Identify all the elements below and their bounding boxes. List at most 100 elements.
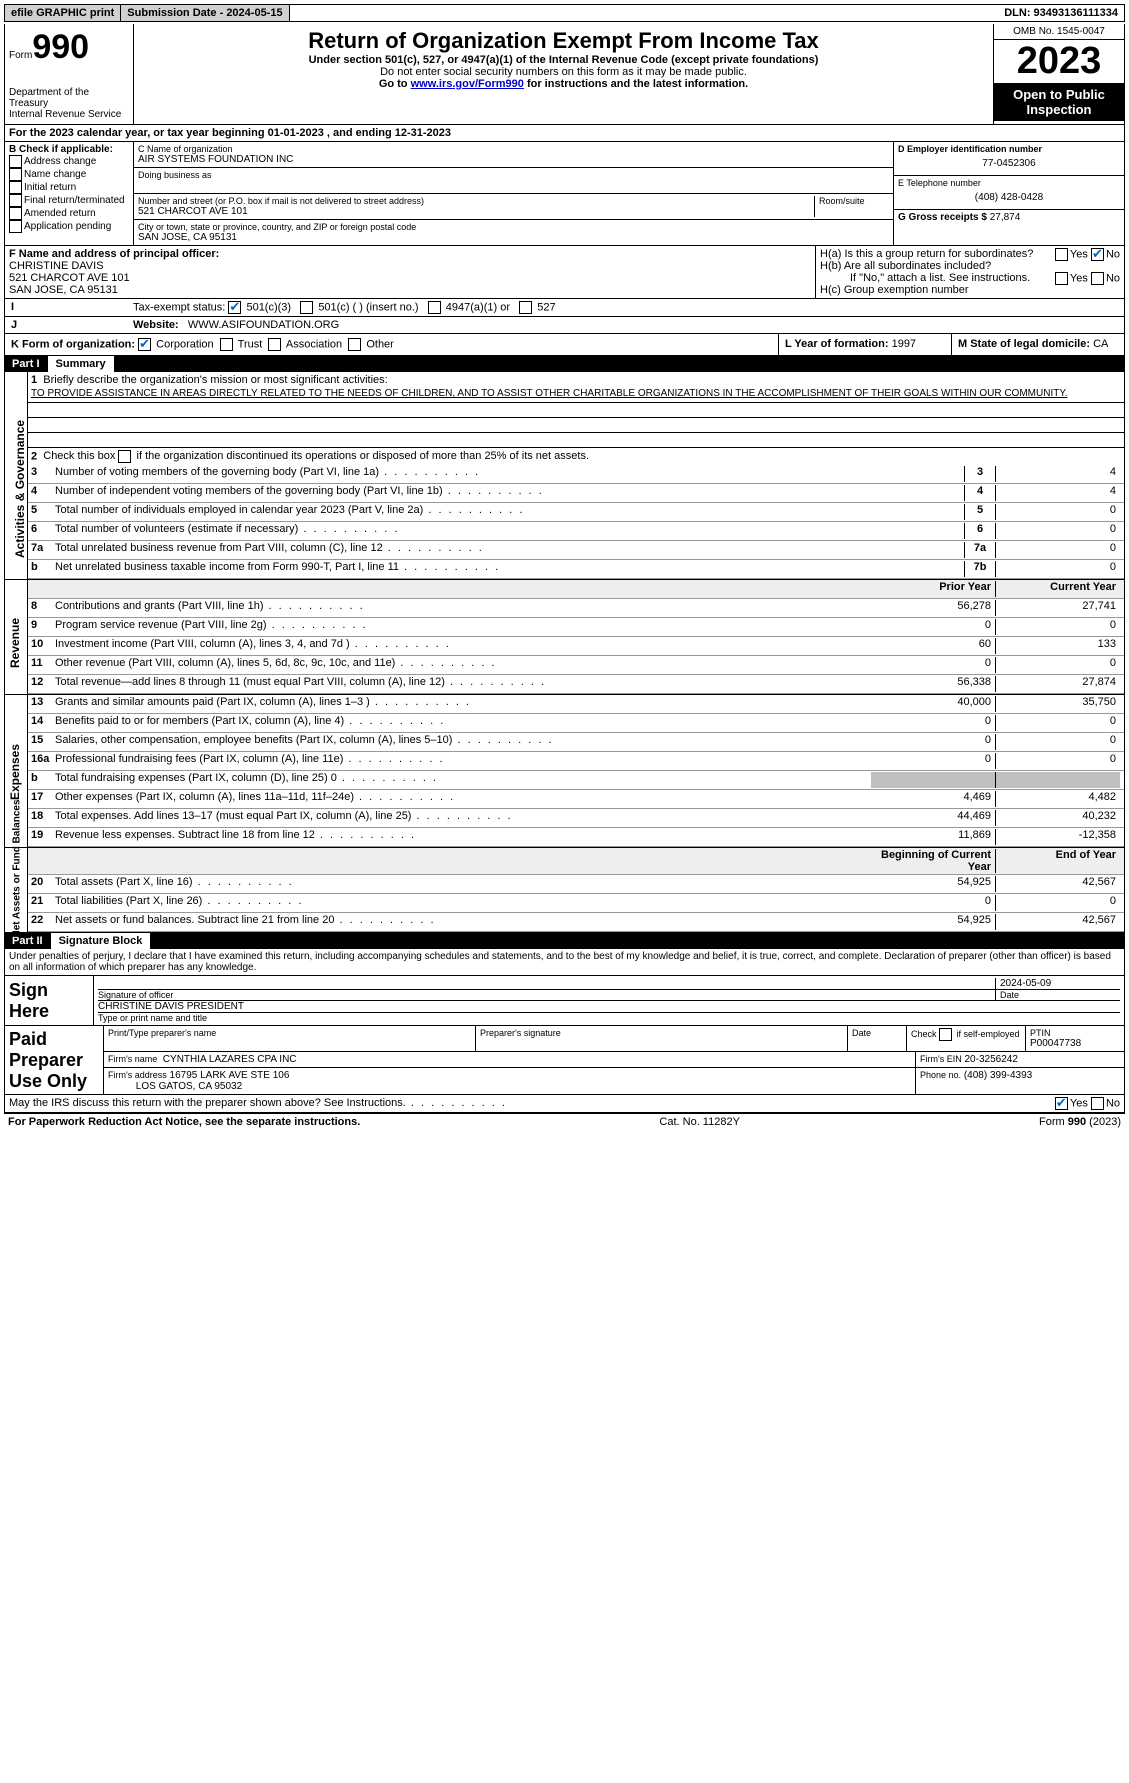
topbar: efile GRAPHIC print Submission Date - 20… — [4, 4, 1125, 22]
org-address: 521 CHARCOT AVE 101 — [138, 206, 810, 217]
c-name-lbl: C Name of organization — [138, 144, 889, 154]
lbl-final-return: Final return/terminated — [24, 195, 125, 206]
summary-row: bNet unrelated business taxable income f… — [27, 560, 1124, 579]
summary-row: bTotal fundraising expenses (Part IX, co… — [27, 771, 1124, 790]
cb-4947[interactable] — [428, 301, 441, 314]
cb-initial-return[interactable] — [9, 181, 22, 194]
cb-self-emp[interactable] — [939, 1028, 952, 1041]
hb-no: No — [1106, 272, 1120, 284]
prep-name-lbl: Print/Type preparer's name — [104, 1026, 475, 1051]
section-fh: F Name and address of principal officer:… — [4, 246, 1125, 299]
officer-addr1: 521 CHARCOT AVE 101 — [9, 272, 811, 284]
summary-row: 4Number of independent voting members of… — [27, 484, 1124, 503]
sign-here-lbl: Sign Here — [5, 976, 94, 1025]
cb-line2[interactable] — [118, 450, 131, 463]
prep-date-lbl: Date — [847, 1026, 906, 1051]
sig-officer-lbl: Signature of officer — [98, 990, 995, 1000]
cb-discuss-no[interactable] — [1091, 1097, 1104, 1110]
cb-hb-yes[interactable] — [1055, 272, 1068, 285]
discuss-yes: Yes — [1070, 1097, 1088, 1109]
website-value: WWW.ASIFOUNDATION.ORG — [188, 319, 339, 331]
open-public: Open to Public Inspection — [994, 83, 1124, 121]
cb-address-change[interactable] — [9, 155, 22, 168]
cb-hb-no[interactable] — [1091, 272, 1104, 285]
summary-row: 14Benefits paid to or for members (Part … — [27, 714, 1124, 733]
i-lbl: Tax-exempt status: — [133, 301, 225, 313]
hdr-boy: Beginning of Current Year — [871, 849, 995, 873]
sig-date: 2024-05-09 — [995, 978, 1120, 989]
irs-link[interactable]: www.irs.gov/Form990 — [411, 78, 524, 90]
firm-name: CYNTHIA LAZARES CPA INC — [163, 1054, 297, 1065]
summary-row: 12Total revenue—add lines 8 through 11 (… — [27, 675, 1124, 694]
summary-row: 7aTotal unrelated business revenue from … — [27, 541, 1124, 560]
firm-ein: 20-3256242 — [965, 1054, 1018, 1065]
summary-row: 18Total expenses. Add lines 13–17 (must … — [27, 809, 1124, 828]
summary-row: 21Total liabilities (Part X, line 26)00 — [27, 894, 1124, 913]
cb-ha-yes[interactable] — [1055, 248, 1068, 261]
ein-lbl: D Employer identification number — [898, 144, 1120, 154]
discuss-text: May the IRS discuss this return with the… — [9, 1097, 1055, 1110]
l-val: 1997 — [892, 338, 916, 350]
rev-section: Revenue Prior YearCurrent Year 8Contribu… — [4, 580, 1125, 695]
form-header: Form990 Department of the Treasury Inter… — [4, 24, 1125, 125]
gross-value: 27,874 — [990, 212, 1021, 223]
o-trust: Trust — [238, 338, 263, 350]
cb-527[interactable] — [519, 301, 532, 314]
ptin-lbl: PTIN — [1030, 1028, 1120, 1038]
lbl-address-change: Address change — [24, 156, 96, 167]
dba-lbl: Doing business as — [138, 170, 889, 180]
cb-ha-no[interactable] — [1091, 248, 1104, 261]
firm-phone-lbl: Phone no. — [920, 1070, 961, 1080]
cb-501c3[interactable] — [228, 301, 241, 314]
cb-corp[interactable] — [138, 338, 151, 351]
ein-value: 77-0452306 — [898, 154, 1120, 173]
summary-row: 17Other expenses (Part IX, column (A), l… — [27, 790, 1124, 809]
side-rev: Revenue — [8, 608, 22, 668]
prep-sig-lbl: Preparer's signature — [475, 1026, 847, 1051]
submission-date: Submission Date - 2024-05-15 — [121, 5, 289, 21]
row-j: J Website: WWW.ASIFOUNDATION.ORG — [4, 317, 1125, 334]
form-number: 990 — [32, 28, 89, 66]
form-label-footer: Form 990 (2023) — [1039, 1116, 1121, 1128]
cb-assoc[interactable] — [268, 338, 281, 351]
officer-sig-name: CHRISTINE DAVIS PRESIDENT — [98, 1001, 1120, 1013]
summary-row: 16aProfessional fundraising fees (Part I… — [27, 752, 1124, 771]
o-501c3: 501(c)(3) — [246, 301, 291, 313]
officer-name: CHRISTINE DAVIS — [9, 260, 811, 272]
cb-amended[interactable] — [9, 207, 22, 220]
cb-trust[interactable] — [220, 338, 233, 351]
dln: DLN: 93493136111334 — [998, 5, 1124, 21]
addr-lbl: Number and street (or P.O. box if mail i… — [138, 196, 810, 206]
cb-501c[interactable] — [300, 301, 313, 314]
phone-lbl: E Telephone number — [898, 178, 1120, 188]
ag-section: Activities & Governance 1 Briefly descri… — [4, 372, 1125, 580]
firm-phone: (408) 399-4393 — [964, 1070, 1032, 1081]
firm-ein-lbl: Firm's EIN — [920, 1054, 962, 1064]
hdr-eoy: End of Year — [995, 849, 1120, 873]
side-na: Net Assets or Fund Balances — [12, 837, 23, 937]
box-b-title: B Check if applicable: — [9, 144, 129, 155]
l1-lbl: Briefly describe the organization's miss… — [43, 374, 387, 386]
self-emp: Check if self-employed — [906, 1026, 1025, 1051]
paid-preparer-block: Paid Preparer Use Only Print/Type prepar… — [4, 1026, 1125, 1095]
summary-row: 8Contributions and grants (Part VIII, li… — [27, 599, 1124, 618]
o-4947: 4947(a)(1) or — [446, 301, 510, 313]
dept-treasury: Department of the Treasury — [9, 87, 129, 109]
j-lbl: Website: — [133, 319, 179, 331]
efile-print-button[interactable]: efile GRAPHIC print — [5, 5, 121, 21]
cb-app-pending[interactable] — [9, 220, 22, 233]
cb-name-change[interactable] — [9, 168, 22, 181]
cb-discuss-yes[interactable] — [1055, 1097, 1068, 1110]
cb-other[interactable] — [348, 338, 361, 351]
sign-here-block: Sign Here 2024-05-09 Signature of office… — [4, 976, 1125, 1026]
cb-final-return[interactable] — [9, 194, 22, 207]
firm-name-lbl: Firm's name — [108, 1054, 157, 1064]
summary-row: 13Grants and similar amounts paid (Part … — [27, 695, 1124, 714]
hc-lbl: H(c) Group exemption number — [820, 284, 1120, 296]
subtitle-2: Do not enter social security numbers on … — [138, 66, 989, 78]
hb-yes: Yes — [1070, 272, 1088, 284]
o-501c: 501(c) ( ) (insert no.) — [318, 301, 418, 313]
irs-label: Internal Revenue Service — [9, 109, 129, 120]
phone-value: (408) 428-0428 — [898, 188, 1120, 207]
form-title: Return of Organization Exempt From Incom… — [138, 28, 989, 54]
